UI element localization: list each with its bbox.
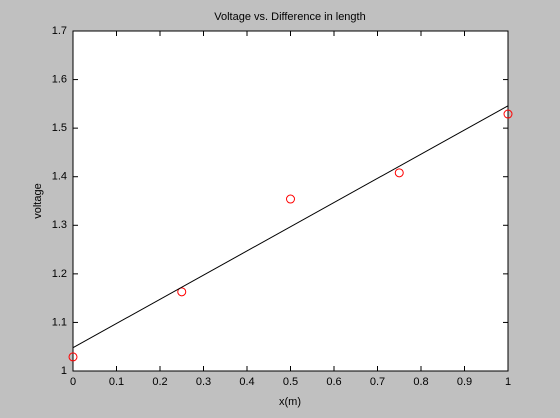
x-tick-label: 0.1 [109,376,124,388]
data-point [286,194,295,204]
x-tick-label: 0.5 [283,376,298,388]
y-axis-label: voltage [32,183,44,218]
x-tick-label: 0.8 [413,376,428,388]
y-tick-label: 1.3 [52,219,67,231]
data-point [394,168,404,178]
y-tick-label: 1.7 [52,25,67,37]
y-tick-label: 1.2 [52,268,67,280]
x-axis-label: x(m) [279,396,301,408]
y-tick-label: 1.1 [52,316,67,328]
x-tick-label: 0 [70,376,76,388]
data-point [68,352,78,362]
x-tick-label: 0.9 [457,376,472,388]
chart-title: Voltage vs. Difference in length [214,11,365,23]
data-point [177,287,187,297]
y-tick-label: 1.5 [52,122,67,134]
x-tick-label: 0.6 [326,376,341,388]
y-tick-label: 1.4 [52,171,67,183]
x-tick-label: 0.2 [152,376,167,388]
y-tick-label: 1.6 [52,73,67,85]
x-tick-label: 0.4 [239,376,254,388]
data-point [503,109,513,119]
fit-line [72,105,509,349]
x-tick-label: 0.7 [370,376,385,388]
plot-area [72,30,509,372]
x-tick-label: 0.3 [196,376,211,388]
x-tick-label: 1 [505,376,511,388]
y-tick-label: 1 [61,365,67,377]
